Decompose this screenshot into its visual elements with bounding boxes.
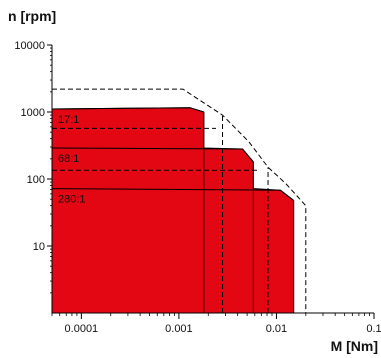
x-axis-title: M [Nm] xyxy=(331,338,378,354)
y-tick-label-1: 10000 xyxy=(14,40,45,52)
y-tick-label-3: 100 xyxy=(27,174,45,186)
series-line-1 xyxy=(51,107,204,113)
series-line-2 xyxy=(51,147,254,163)
plot-area: 10000 1000 100 10 0.0001 0.001 0.01 0.1 17:1 68:1… xyxy=(14,40,381,335)
x-tick-label-4: 0.1 xyxy=(366,323,381,335)
y-axis-title: n [rpm] xyxy=(8,8,56,24)
x-tick-label-1: 0.0001 xyxy=(65,323,99,335)
series-line-3 xyxy=(51,188,294,201)
ratio-label-2: 68:1 xyxy=(58,153,79,165)
operating-area xyxy=(51,107,295,314)
x-tick-label-3: 0.01 xyxy=(266,323,287,335)
x-tick-label-2: 0.001 xyxy=(165,323,193,335)
ratio-label-1: 17:1 xyxy=(58,114,79,126)
ratio-label-3: 280:1 xyxy=(58,194,86,206)
y-tick-label-4: 10 xyxy=(33,241,45,253)
y-tick-label-2: 1000 xyxy=(21,107,45,119)
max-envelope-dashed xyxy=(52,88,307,313)
